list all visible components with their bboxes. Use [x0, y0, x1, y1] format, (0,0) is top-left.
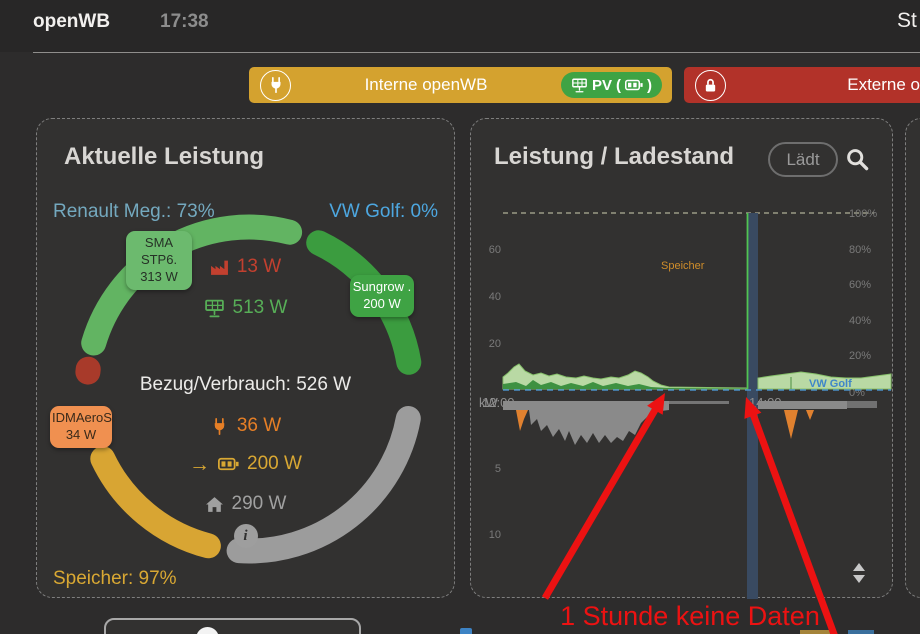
charge-power-row: 36 W — [37, 415, 454, 437]
inverter-badge-sma: SMA STP6. 313 W — [126, 231, 192, 290]
info-glyph: i — [243, 527, 248, 544]
badge-sungrow-power: 200 W — [363, 295, 401, 311]
gauge-segment-house — [226, 406, 421, 564]
arrow-into-battery-icon: → — [189, 452, 211, 476]
consumer-spike-small — [806, 410, 814, 420]
home-icon — [205, 496, 223, 512]
current-power-card: Aktuelle Leistung Renault Meg.: 73% VW G… — [36, 118, 455, 598]
nav-status-link[interactable]: St — [897, 9, 917, 32]
solar-panel-icon — [204, 299, 224, 317]
lower-axis-10: 10 — [489, 529, 501, 541]
house-band-fade — [847, 401, 877, 408]
charge-power-value: 36 W — [236, 415, 282, 436]
power-soc-chart: 60 40 20 100% 80% 60% 40% 20% 0% 5 10 Sp… — [479, 208, 892, 599]
badge-idm-name: IDMAeroS. — [52, 410, 116, 425]
chart-card-title: Leistung / Ladestand — [494, 143, 735, 170]
pv-area-dark-left — [503, 380, 746, 389]
battery-power-row: → 200 W — [37, 453, 454, 475]
house-area-negative — [529, 410, 669, 445]
right-axis-80: 80% — [849, 244, 871, 256]
badge-sma-name: SMA STP6. — [140, 235, 178, 267]
navbar: openWB 17:38 St — [0, 0, 920, 52]
house-power-row: 290 W — [37, 493, 454, 515]
lower-axis-5: 5 — [495, 463, 501, 475]
pv-area-left — [502, 363, 747, 390]
next-card-stub — [905, 118, 920, 598]
charging-status-button[interactable]: Lädt — [768, 142, 838, 177]
vwgolf-series-label: VW Golf — [809, 378, 852, 390]
info-row: i — [37, 524, 454, 548]
right-axis-20: 20% — [849, 350, 871, 362]
house-band-right — [758, 401, 847, 409]
right-axis-60: 60% — [849, 279, 871, 291]
bottom-button-icon — [196, 627, 219, 634]
badge-sungrow-name: Sungrow . — [352, 279, 412, 294]
house-band-thin — [669, 401, 729, 404]
solar-panel-icon — [572, 78, 587, 92]
consumption-value: Bezug/Verbrauch: 526 W — [139, 374, 352, 395]
consumer-badge-idm: IDMAeroS. 34 W — [50, 406, 116, 448]
x-axis-kw-label: kW — [479, 395, 499, 410]
clock: 17:38 — [160, 11, 209, 32]
legend-sliver-soc — [848, 630, 874, 634]
sort-icon[interactable] — [853, 563, 865, 583]
paren-open: ( — [616, 76, 621, 94]
search-icon[interactable] — [845, 147, 869, 171]
right-axis-40: 40% — [849, 315, 871, 327]
storage-soc-label: Speicher: 97% — [53, 568, 177, 589]
info-icon[interactable]: i — [233, 524, 258, 548]
internal-openwb-button[interactable]: Interne openWB PV ( ) — [249, 67, 672, 103]
legend-checkbox[interactable] — [460, 628, 472, 634]
badge-idm-power: 34 W — [65, 426, 97, 442]
right-axis-100: 100% — [849, 208, 877, 220]
bottom-card-button-stub[interactable] — [104, 618, 361, 634]
power-soc-chart-card: Leistung / Ladestand Lädt 60 40 20 100% … — [470, 118, 893, 599]
plug-icon — [260, 69, 291, 101]
left-axis-60: 60 — [489, 244, 501, 256]
vehicle-soc-renault: Renault Meg.: 73% — [53, 201, 215, 222]
right-axis-0: 0% — [849, 387, 865, 399]
pv-badge-label: PV — [591, 76, 612, 94]
left-axis-40: 40 — [489, 291, 501, 303]
nav-divider — [33, 52, 920, 53]
factory-icon — [210, 260, 228, 275]
lock-icon — [695, 69, 726, 101]
plug-icon — [214, 417, 225, 435]
vehicle-soc-vwgolf: VW Golf: 0% — [329, 201, 438, 222]
internal-button-label: Interne openWB — [364, 75, 488, 94]
grid-power-value: 13 W — [236, 256, 282, 277]
app-logo: openWB — [33, 11, 111, 32]
pv-mode-badge: PV ( ) — [560, 72, 662, 98]
left-axis-20: 20 — [489, 338, 501, 350]
battery-power-value: 200 W — [247, 453, 302, 474]
external-button-label: Externe openWB — [847, 75, 920, 94]
gauge-segment-battery — [90, 446, 221, 559]
house-power-value: 290 W — [231, 493, 287, 514]
consumer-spike-right — [784, 410, 798, 439]
grid-power-row: 13 W — [37, 256, 454, 278]
power-card-title: Aktuelle Leistung — [64, 143, 265, 170]
battery-icon — [625, 79, 643, 91]
house-band-left — [503, 401, 669, 410]
pv-power-row: 513 W — [37, 297, 454, 319]
consumption-row: Bezug/Verbrauch: 526 W — [37, 374, 454, 396]
badge-sma-power: 313 W — [140, 268, 178, 284]
paren-close: ) — [647, 76, 652, 94]
battery-icon — [218, 457, 239, 471]
consumer-spike-left — [516, 410, 528, 431]
speicher-series-label: Speicher — [661, 260, 705, 272]
external-openwb-button[interactable]: Externe openWB — [684, 67, 920, 103]
pv-power-value: 513 W — [232, 297, 288, 318]
inverter-badge-sungrow: Sungrow . 200 W — [350, 275, 414, 317]
data-gap-note: 1 Stunde keine Daten — [560, 601, 820, 631]
